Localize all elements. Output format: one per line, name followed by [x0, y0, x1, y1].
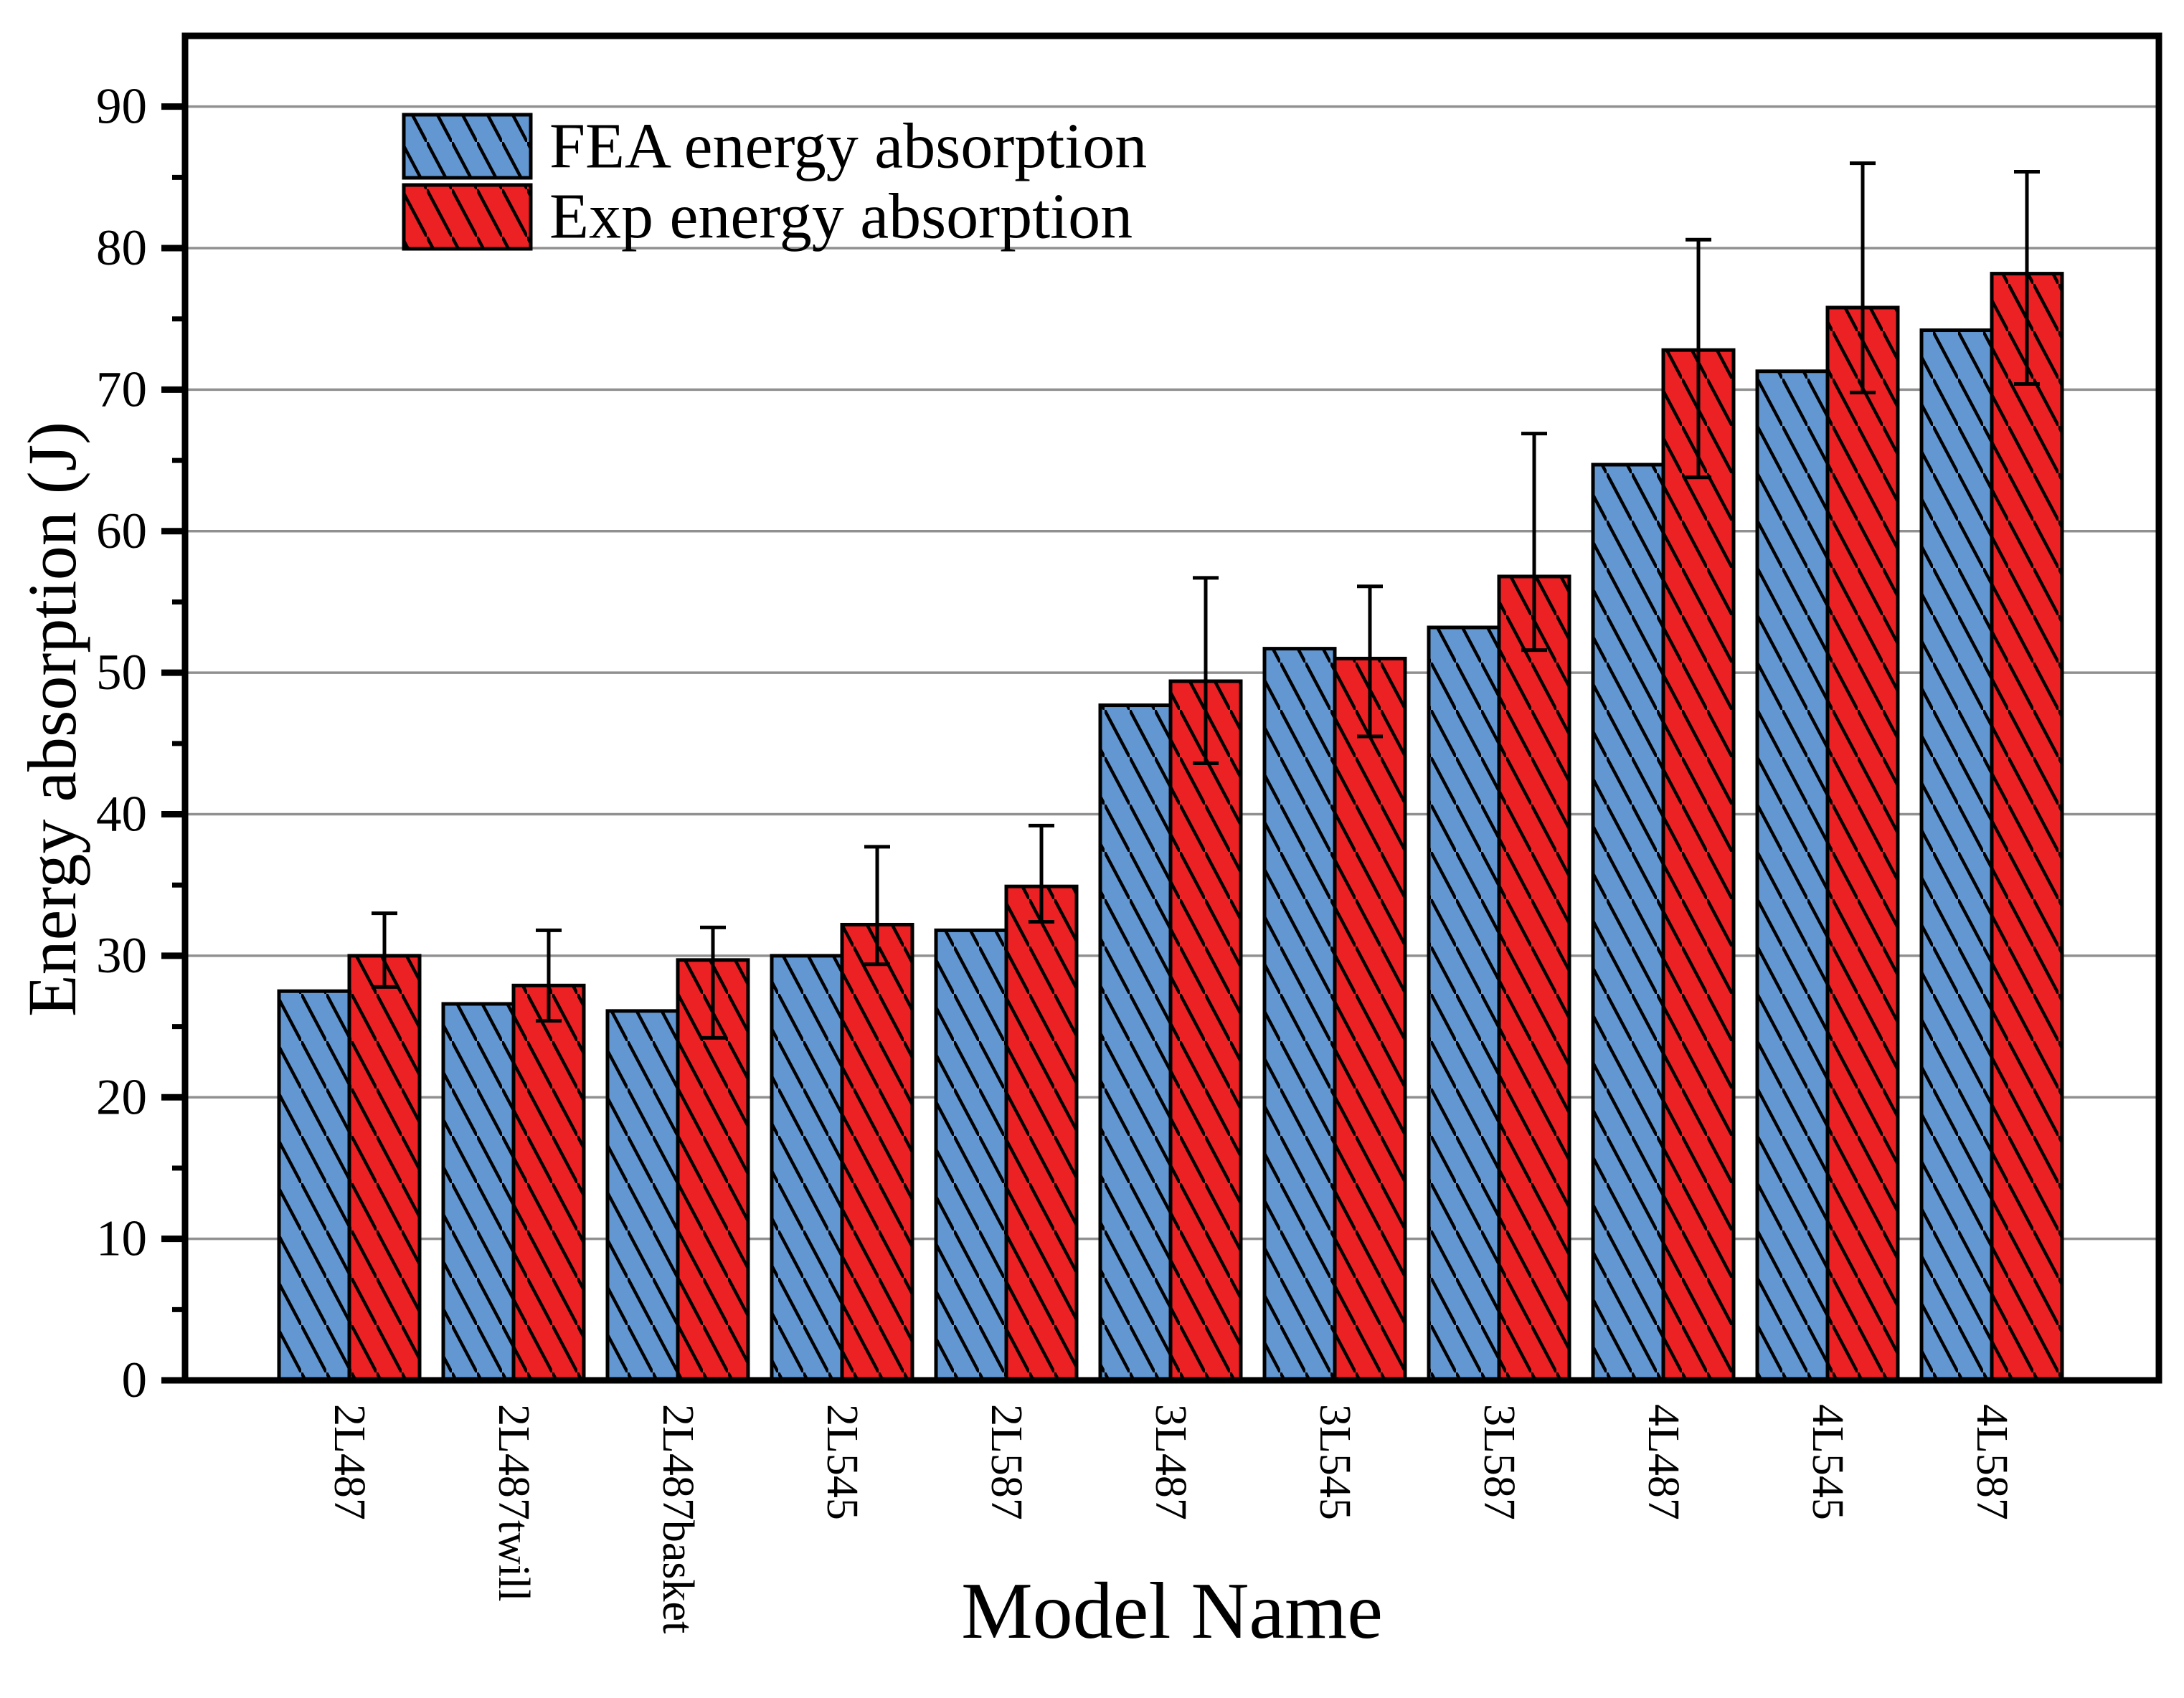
x-tick-label-3L487: 3L487 [1146, 1404, 1195, 1520]
bar-fea-2L587 [934, 928, 1008, 1382]
y-axis-ticks [161, 103, 185, 1384]
bar-exp-4L487 [1661, 348, 1736, 1382]
error-bar-2L487 [372, 911, 397, 989]
bar-exp-3L587 [1497, 574, 1571, 1382]
y-tick-label-70: 70 [96, 361, 147, 417]
plot-frame [181, 32, 2162, 1384]
error-bar-2L487basket [700, 925, 726, 1040]
y-tick-label-90: 90 [96, 79, 147, 135]
bar-fea-2L487 [277, 989, 351, 1382]
y-tick-label-80: 80 [96, 220, 147, 276]
y-axis-title: Energy absorption (J) [14, 422, 90, 1017]
error-bar-4L545 [1850, 161, 1876, 394]
y-tick-labels: 0 10 20 30 40 50 60 70 80 90 [96, 79, 147, 1408]
bar-fea-2L487basket [605, 1009, 680, 1382]
bar-exp-2L487 [347, 954, 422, 1382]
error-bars [372, 161, 2040, 1040]
x-tick-label-2L587: 2L587 [982, 1404, 1031, 1520]
bars [277, 272, 2064, 1382]
x-tick-label-4L487: 4L487 [1639, 1404, 1688, 1520]
y-tick-label-10: 10 [96, 1211, 147, 1267]
x-tick-label-2L487basket: 2L487basket [653, 1404, 702, 1633]
legend-label-exp: Exp energy absorption [549, 181, 1133, 252]
x-tick-label-3L587: 3L587 [1475, 1404, 1523, 1520]
error-bar-4L587 [2014, 169, 2040, 386]
y-tick-label-50: 50 [96, 645, 147, 701]
x-tick-label-2L545: 2L545 [818, 1404, 866, 1520]
x-tick-label-2L487: 2L487 [325, 1404, 374, 1520]
error-bar-2L487twill [536, 928, 562, 1023]
bar-exp-4L587 [1990, 272, 2064, 1382]
bar-exp-2L545 [840, 922, 914, 1382]
bar-exp-4L545 [1825, 305, 1900, 1382]
bar-exp-2L487twill [511, 983, 586, 1382]
bar-fea-2L487twill [441, 1002, 516, 1382]
y-tick-label-0: 0 [122, 1352, 148, 1408]
error-bar-2L545 [864, 845, 890, 967]
bar-fea-3L545 [1262, 647, 1337, 1382]
bar-fea-3L587 [1427, 625, 1501, 1382]
bar-exp-3L545 [1333, 656, 1407, 1382]
y-tick-label-20: 20 [96, 1069, 147, 1125]
x-tick-label-2L487twill: 2L487twill [489, 1404, 538, 1602]
x-tick-label-3L545: 3L545 [1310, 1404, 1359, 1520]
error-bar-3L587 [1521, 432, 1547, 653]
legend-swatch-exp [402, 183, 533, 251]
bar-fea-4L487 [1591, 463, 1665, 1382]
x-axis-title: Model Name [961, 1567, 1383, 1656]
bar-fea-4L587 [1919, 328, 1994, 1382]
y-tick-label-60: 60 [96, 503, 147, 559]
error-bar-4L487 [1686, 237, 1711, 480]
legend-label-fea: FEA energy absorption [549, 111, 1147, 182]
y-tick-label-40: 40 [96, 787, 147, 843]
x-tick-labels: 2L487 2L487twill 2L487basket 2L545 2L587 3L48… [325, 1404, 2016, 1633]
y-tick-label-30: 30 [96, 928, 147, 984]
bar-fea-3L487 [1098, 703, 1173, 1382]
bar-exp-3L487 [1168, 679, 1243, 1382]
bar-fea-2L545 [770, 954, 844, 1382]
error-bar-2L587 [1029, 823, 1054, 924]
legend-swatch-fea [402, 113, 533, 180]
error-bar-3L487 [1193, 576, 1219, 765]
bar-fea-4L545 [1755, 369, 1830, 1382]
error-bar-3L545 [1357, 584, 1383, 739]
bar-exp-2L587 [1004, 884, 1079, 1382]
x-tick-label-4L587: 4L587 [1967, 1404, 2016, 1520]
legend: FEA energy absorption Exp energy absorpt… [402, 111, 1147, 252]
x-tick-label-4L545: 4L545 [1803, 1404, 1852, 1520]
